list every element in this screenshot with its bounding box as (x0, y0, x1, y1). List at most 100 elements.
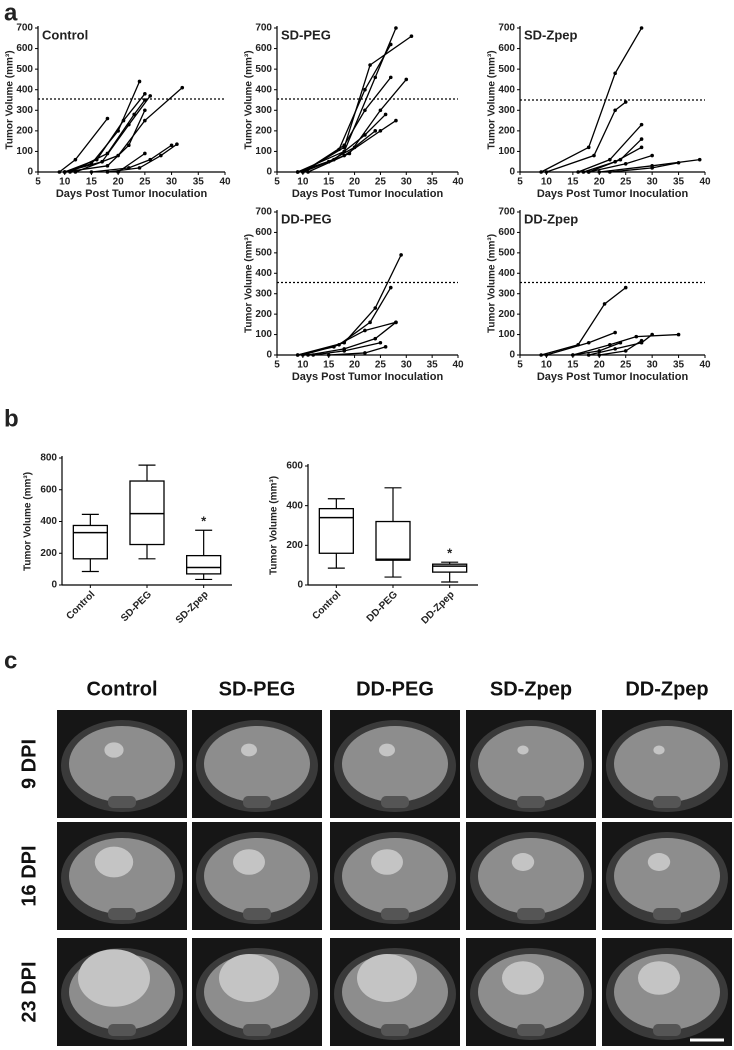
growth-line (572, 333, 679, 356)
y-tick-label: 400 (498, 84, 515, 95)
data-point (137, 166, 142, 170)
x-tick-label: 25 (620, 360, 632, 371)
data-point (342, 153, 347, 158)
data-point (352, 145, 357, 150)
data-point (404, 77, 409, 82)
y-tick-label: 100 (498, 146, 515, 157)
data-point (143, 108, 147, 113)
growth-line (75, 87, 183, 173)
data-point (306, 170, 310, 174)
panel-label: c (4, 647, 17, 674)
data-point (332, 345, 336, 349)
data-point (363, 351, 367, 355)
mri-image (602, 822, 732, 930)
growth-line (297, 27, 397, 173)
row-header: 23 DPI (18, 961, 40, 1022)
data-point (137, 79, 142, 84)
brain (204, 838, 310, 914)
tumor (94, 846, 134, 878)
x-tick-label: DD-Zpep (419, 589, 456, 626)
y-tick-label: 0 (297, 580, 303, 591)
x-tick-label: 15 (86, 177, 98, 188)
y-tick-label: 800 (40, 453, 57, 464)
x-tick-label: 10 (59, 177, 71, 188)
tumor (371, 849, 403, 875)
box (318, 507, 354, 554)
growth-line (107, 143, 178, 173)
growth-line (540, 287, 627, 356)
y-tick-label: 400 (286, 500, 303, 511)
data-point (378, 108, 383, 113)
y-tick-label: 700 (255, 23, 272, 34)
brain (342, 726, 448, 802)
data-point (581, 170, 586, 174)
significance: * (201, 514, 207, 529)
row-header: 16 DPI (18, 845, 40, 906)
y-tick-label: 700 (255, 207, 272, 218)
data-point (623, 285, 628, 290)
brainstem (517, 1024, 545, 1036)
data-point (639, 122, 644, 127)
x-tick-label: 20 (594, 177, 606, 188)
x-tick-label: 40 (452, 177, 464, 188)
y-tick-label: 300 (255, 105, 272, 116)
column-header: SD-PEG (219, 678, 296, 700)
x-tick-label: SD-PEG (119, 589, 154, 624)
x-tick-label: 30 (401, 177, 413, 188)
brainstem (243, 1024, 271, 1036)
mri-image (192, 822, 322, 930)
mri-image (602, 938, 732, 1046)
x-tick-label: Control (64, 589, 97, 622)
growth-line (69, 99, 146, 173)
data-point (639, 137, 644, 141)
y-tick-label: 700 (498, 23, 515, 34)
growth-line (58, 118, 108, 173)
tumor (638, 961, 680, 995)
tumor (379, 743, 395, 757)
x-tick-label: 20 (349, 360, 361, 371)
brainstem (517, 908, 545, 920)
data-point (586, 340, 591, 345)
x-tick-label: 25 (620, 177, 632, 188)
y-tick-label: 300 (498, 288, 515, 299)
data-point (399, 253, 403, 257)
x-tick-label: 20 (113, 177, 125, 188)
y-tick-label: 0 (27, 167, 33, 178)
column-header: SD-Zpep (490, 678, 572, 700)
brain (478, 726, 584, 802)
x-tick-label: 40 (219, 177, 231, 188)
x-tick-label: 30 (401, 360, 413, 371)
y-tick-label: 400 (255, 84, 272, 95)
data-point (132, 112, 136, 117)
growth-line (307, 79, 407, 173)
data-point (388, 75, 393, 80)
tumor (233, 849, 265, 875)
y-tick-label: 700 (498, 207, 515, 218)
y-tick-label: 500 (255, 247, 272, 258)
brainstem (243, 796, 271, 808)
brainstem (243, 908, 271, 920)
x-tick-label: 40 (699, 360, 711, 371)
y-axis-label: Tumor Volume (mm³) (5, 50, 16, 149)
data-point (373, 336, 378, 341)
data-point (105, 170, 110, 174)
data-point (383, 345, 388, 349)
x-axis-label: Days Post Tumor Inoculation (292, 371, 444, 383)
mri-image (57, 822, 187, 930)
growth-line (546, 101, 627, 173)
x-tick-label: 30 (166, 177, 178, 188)
y-tick-label: 0 (266, 350, 272, 361)
growth-line (302, 44, 392, 173)
x-tick-label: 10 (541, 360, 553, 371)
brain (614, 838, 720, 914)
brainstem (381, 1024, 409, 1036)
panel-label: b (4, 405, 19, 432)
x-tick-label: 5 (517, 360, 523, 371)
data-point (89, 170, 94, 174)
y-tick-label: 200 (40, 548, 57, 559)
mri-image (466, 710, 596, 818)
y-tick-label: 0 (51, 580, 57, 591)
data-point (363, 108, 367, 113)
data-point (597, 170, 602, 174)
row-header: 9 DPI (18, 739, 40, 789)
